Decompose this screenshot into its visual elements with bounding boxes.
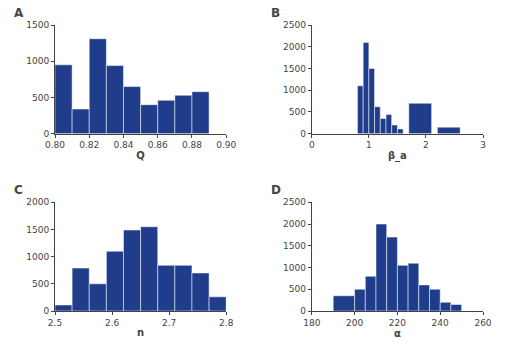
svg-text:0: 0 xyxy=(309,140,315,150)
svg-text:500: 500 xyxy=(289,284,306,294)
svg-text:1000: 1000 xyxy=(283,263,306,273)
svg-text:2500: 2500 xyxy=(283,197,306,207)
svg-text:180: 180 xyxy=(303,318,320,328)
svg-text:1500: 1500 xyxy=(26,225,49,235)
svg-text:500: 500 xyxy=(289,107,306,117)
svg-text:0.82: 0.82 xyxy=(79,140,99,150)
svg-text:0: 0 xyxy=(43,306,49,316)
svg-text:0.84: 0.84 xyxy=(113,140,133,150)
svg-text:0.88: 0.88 xyxy=(182,140,202,150)
svg-text:Q: Q xyxy=(136,150,145,161)
svg-text:β_a: β_a xyxy=(388,150,407,162)
svg-text:200: 200 xyxy=(346,318,363,328)
svg-text:α: α xyxy=(394,328,401,339)
svg-text:220: 220 xyxy=(389,318,406,328)
svg-text:260: 260 xyxy=(474,318,491,328)
svg-text:2000: 2000 xyxy=(26,197,49,207)
svg-text:1500: 1500 xyxy=(283,241,306,251)
svg-text:2000: 2000 xyxy=(283,219,306,229)
svg-text:2.6: 2.6 xyxy=(105,318,120,328)
svg-text:2.5: 2.5 xyxy=(48,318,62,328)
svg-text:A: A xyxy=(14,6,24,20)
svg-text:2.8: 2.8 xyxy=(219,318,234,328)
svg-text:2: 2 xyxy=(423,140,429,150)
svg-text:500: 500 xyxy=(32,93,49,103)
svg-text:0: 0 xyxy=(43,129,49,139)
svg-text:C: C xyxy=(14,183,23,197)
svg-text:1000: 1000 xyxy=(283,85,306,95)
svg-text:0.86: 0.86 xyxy=(148,140,168,150)
svg-text:B: B xyxy=(271,6,280,20)
svg-text:0.90: 0.90 xyxy=(216,140,236,150)
svg-text:2500: 2500 xyxy=(283,20,306,30)
svg-text:0: 0 xyxy=(300,306,306,316)
svg-text:D: D xyxy=(271,183,281,197)
svg-text:1000: 1000 xyxy=(26,252,49,262)
svg-text:2.7: 2.7 xyxy=(162,318,176,328)
svg-text:500: 500 xyxy=(32,279,49,289)
svg-text:0.80: 0.80 xyxy=(45,140,65,150)
svg-text:3: 3 xyxy=(480,140,486,150)
svg-text:0: 0 xyxy=(300,129,306,139)
svg-text:2000: 2000 xyxy=(283,42,306,52)
svg-text:1500: 1500 xyxy=(26,20,49,30)
svg-text:n: n xyxy=(137,327,144,338)
svg-text:240: 240 xyxy=(432,318,449,328)
svg-text:1500: 1500 xyxy=(283,64,306,74)
svg-text:1000: 1000 xyxy=(26,56,49,66)
svg-text:1: 1 xyxy=(366,140,372,150)
